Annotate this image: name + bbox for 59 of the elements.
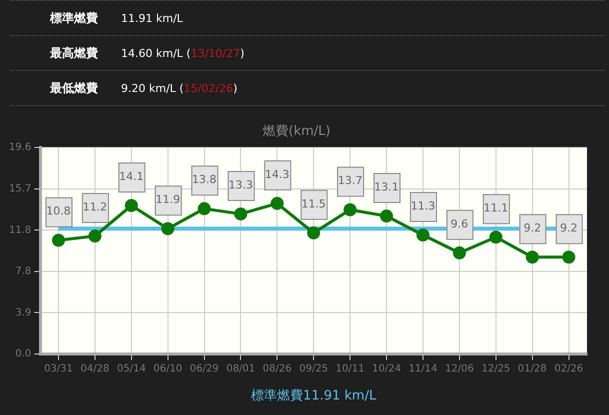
point: [161, 222, 174, 236]
point: [234, 207, 248, 220]
x-tick-label: 12/06: [445, 364, 474, 375]
data-label: 13.8: [192, 173, 217, 186]
text: 標準燃費: [50, 10, 99, 26]
point: [416, 228, 430, 242]
x-tick-label: 08/01: [226, 364, 256, 375]
x-tick-label: 10/24: [372, 364, 401, 375]
x-tick-label: 04/28: [80, 364, 110, 375]
x-tick-label: 01/28: [518, 364, 547, 375]
point: [452, 246, 466, 260]
y-tick-label: 3.9: [15, 307, 32, 318]
data-label: 10.8: [46, 204, 71, 218]
text: 最高燃費: [50, 44, 99, 62]
x-tick-label: 06/29: [190, 364, 219, 375]
data-label: 9.6: [450, 217, 468, 230]
data-label: 13.7: [338, 174, 362, 188]
point: [380, 210, 394, 223]
text: 11.91 km/L: [121, 12, 183, 24]
y-tick-label: 11.8: [9, 224, 32, 236]
x-tick-label: 03/31: [44, 364, 73, 375]
y-tick-label: 19.6: [9, 142, 32, 154]
text: 9.20 km/L (15/02/26): [121, 82, 238, 94]
point: [344, 203, 357, 216]
point: [270, 196, 284, 210]
x-tick-label: 08/26: [262, 364, 292, 375]
data-label: 14.3: [264, 168, 290, 181]
y-tick-label: 0.0: [15, 348, 32, 360]
data-label: 11.9: [156, 193, 180, 206]
point: [307, 226, 320, 240]
text: 最低燃費: [50, 80, 99, 96]
x-tick-label: 09/25: [299, 364, 328, 375]
x-tick-label: 11/14: [408, 364, 438, 375]
data-label: 11.3: [410, 199, 436, 212]
data-label: 9.2: [524, 221, 542, 234]
x-tick-label: 06/10: [153, 364, 182, 375]
y-tick-label: 15.7: [9, 183, 32, 194]
point: [88, 230, 102, 243]
point: [198, 202, 211, 216]
data-label: 11.5: [301, 197, 326, 210]
data-label: 14.1: [119, 170, 144, 183]
ref-line-label: 標準燃費11.91 km/L: [251, 388, 377, 404]
text: 14.60 km/L (13/10/27): [121, 46, 244, 60]
x-tick-label: 02/26: [554, 364, 584, 375]
data-label: 13.3: [228, 178, 253, 192]
point: [562, 250, 576, 264]
x-tick-label: 12/25: [481, 364, 510, 375]
point: [124, 199, 138, 212]
x-tick-label: 10/11: [336, 364, 364, 375]
point: [489, 230, 502, 244]
data-label: 11.1: [484, 201, 508, 214]
point: [52, 234, 65, 247]
point: [526, 250, 539, 264]
y-tick-label: 7.8: [15, 266, 32, 278]
x-tick-label: 05/14: [116, 364, 146, 375]
chart-title: 燃費(km/L): [262, 124, 330, 140]
data-label: 9.2: [560, 221, 578, 234]
data-label: 11.2: [82, 200, 108, 214]
data-label: 13.1: [374, 180, 399, 194]
